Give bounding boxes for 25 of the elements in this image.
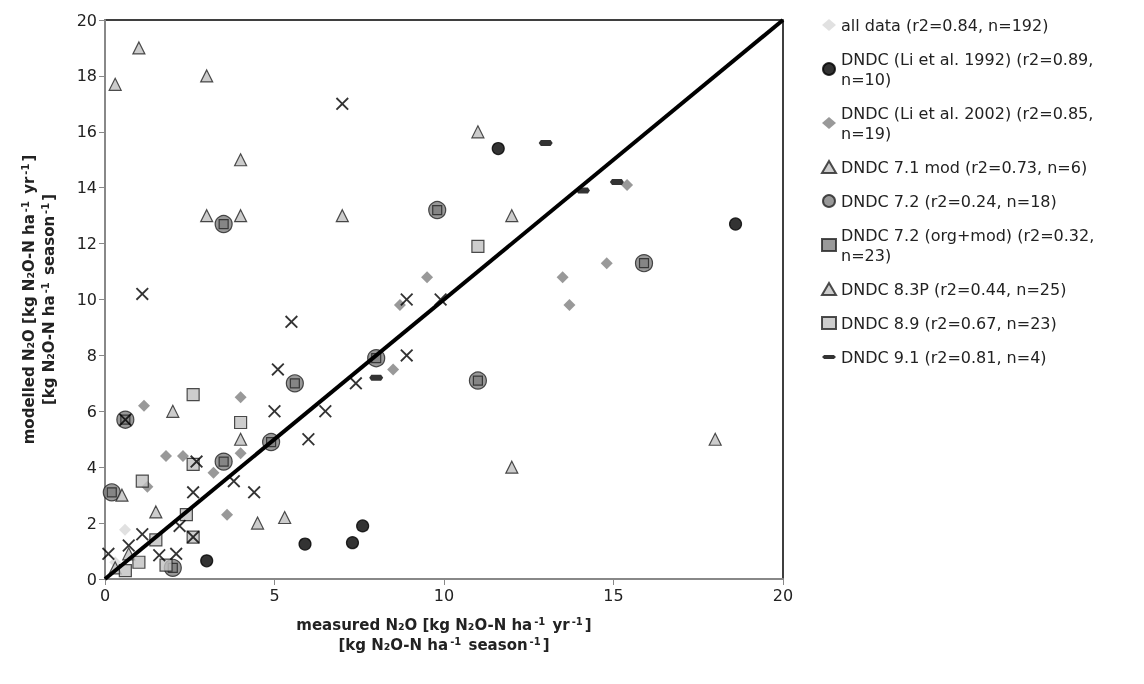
y-tick-label: 18 [76, 66, 97, 86]
y-tick-label: 6 [86, 401, 97, 421]
y-tick-label: 16 [76, 122, 97, 142]
legend-label: all data (r2=0.84, n=192) [841, 15, 1049, 35]
legend-label: DNDC 9.1 (r2=0.81, n=4) [841, 347, 1047, 367]
legend-label: DNDC 8.9 (r2=0.67, n=23) [841, 313, 1057, 333]
x-tick-label: 0 [99, 585, 111, 605]
y-tick-label: 12 [76, 234, 97, 254]
x-tick-label: 5 [269, 585, 280, 605]
legend-label: DNDC (Li et al. 1992) (r2=0.89, n=10) [841, 49, 1099, 89]
x-tick-label: 15 [603, 585, 624, 605]
x-tick-label: 20 [772, 585, 794, 605]
y-tick-label: 14 [76, 178, 97, 198]
y-tick-label: 4 [86, 457, 97, 477]
x-tick-label: 10 [433, 585, 455, 605]
legend-label: DNDC 7.1 mod (r2=0.73, n=6) [841, 157, 1088, 177]
legend-label: DNDC 7.2 (r2=0.24, n=18) [841, 191, 1057, 211]
legend-label: DNDC (Li et al. 2002) (r2=0.85, n=19) [841, 103, 1099, 143]
legend-label: DNDC 7.2 (org+mod) (r2=0.32, n=23) [841, 225, 1100, 265]
legend-label: DNDC 8.3P (r2=0.44, n=25) [841, 279, 1067, 299]
y-tick-label: 8 [86, 345, 97, 365]
y-tick-label: 10 [76, 290, 97, 309]
y-tick-label: 20 [76, 10, 97, 30]
y-tick-label: 2 [86, 513, 97, 533]
y-tick-label: 0 [86, 569, 97, 589]
